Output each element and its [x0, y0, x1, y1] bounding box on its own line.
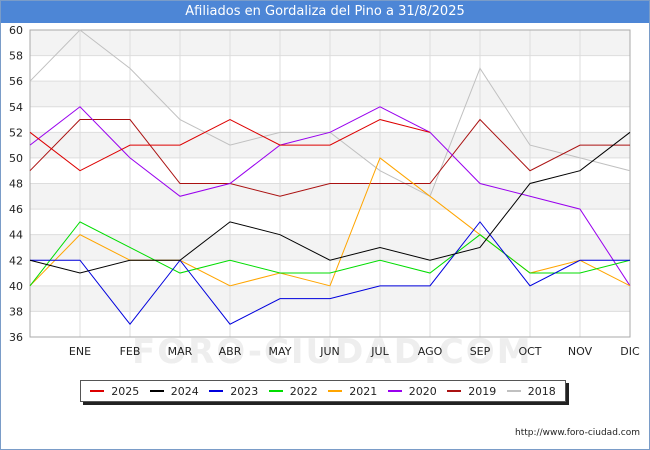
- legend-swatch: [328, 390, 343, 392]
- x-tick-label: DIC: [620, 345, 640, 358]
- legend-label: 2024: [170, 384, 199, 398]
- legend-swatch: [209, 390, 224, 392]
- plot-border: [29, 29, 631, 338]
- series-line-2022: [29, 221, 631, 287]
- legend-item-2023: 2023: [209, 385, 258, 398]
- legend-item-2022: 2022: [268, 384, 318, 398]
- y-tick-label: 46: [9, 203, 23, 216]
- series-line-2023: [30, 221, 630, 326]
- x-tick-label: OCT: [518, 345, 541, 358]
- legend: 2025 2024 2023 2022 2021 2020 2019 2018: [80, 380, 566, 402]
- y-tick-label: 44: [9, 229, 23, 242]
- y-tick-label: 54: [9, 101, 23, 114]
- series-line-2024: [29, 131, 631, 274]
- y-tick-label: 48: [9, 178, 23, 191]
- legend-label: 2025: [111, 384, 140, 398]
- legend-label: 2022: [289, 384, 318, 398]
- y-tick-label: 36: [9, 331, 23, 344]
- y-axis-ticks: 36 38 40 42 44 46 48 50 52 54 56 58 60: [9, 24, 23, 344]
- chart-title: Afiliados en Gordaliza del Pino a 31/8/2…: [1, 1, 649, 23]
- y-tick-label: 56: [9, 75, 23, 88]
- x-tick-label: SEP: [470, 345, 491, 358]
- y-tick-label: 58: [9, 50, 23, 63]
- legend-swatch: [447, 390, 462, 392]
- y-tick-label: 52: [9, 126, 23, 139]
- y-tick-label: 38: [9, 305, 23, 318]
- legend-item-2021: 2021: [328, 385, 377, 398]
- x-tick-label: ENE: [69, 345, 91, 358]
- legend-item-2018: 2018: [506, 384, 556, 398]
- x-axis-ticks: ENE FEB MAR ABR MAY JUN JUL AGO SEP OCT NOV DIC: [69, 345, 640, 358]
- source-url[interactable]: http://www.foro-ciudad.com: [515, 428, 640, 438]
- series-line-2020: [29, 106, 631, 287]
- legend-label: 2023: [230, 384, 259, 398]
- legend-swatch: [90, 390, 105, 392]
- x-tick-label: ABR: [219, 345, 242, 358]
- series-line-2019: [29, 118, 630, 197]
- legend-label: 2019: [468, 384, 497, 398]
- x-tick-label: JUL: [370, 345, 389, 358]
- x-tick-label: MAY: [269, 345, 292, 358]
- x-tick-label: JUN: [319, 345, 340, 358]
- watermark: FORO-CIUDAD.COM: [132, 332, 533, 372]
- x-tick-label: AGO: [418, 345, 443, 358]
- legend-label: 2018: [527, 384, 556, 398]
- legend-label: 2021: [349, 384, 378, 398]
- legend-item-2019: 2019: [447, 385, 496, 398]
- legend-swatch: [506, 390, 521, 392]
- x-tick-label: NOV: [568, 345, 593, 358]
- y-tick-label: 60: [9, 24, 23, 37]
- series-lines: [29, 29, 631, 326]
- legend-swatch: [149, 390, 164, 392]
- legend-label: 2020: [408, 384, 437, 398]
- legend-swatch: [387, 390, 402, 392]
- y-tick-label: 50: [9, 152, 23, 165]
- x-tick-label: FEB: [120, 345, 141, 358]
- series-line-2025: [29, 118, 431, 172]
- y-tick-label: 42: [9, 254, 23, 267]
- legend-item-2020: 2020: [387, 384, 437, 398]
- x-tick-label: MAR: [168, 345, 193, 358]
- legend-item-2025: 2025: [90, 385, 139, 398]
- legend-item-2024: 2024: [149, 384, 199, 398]
- y-tick-label: 40: [9, 280, 23, 293]
- legend-swatch: [268, 390, 283, 392]
